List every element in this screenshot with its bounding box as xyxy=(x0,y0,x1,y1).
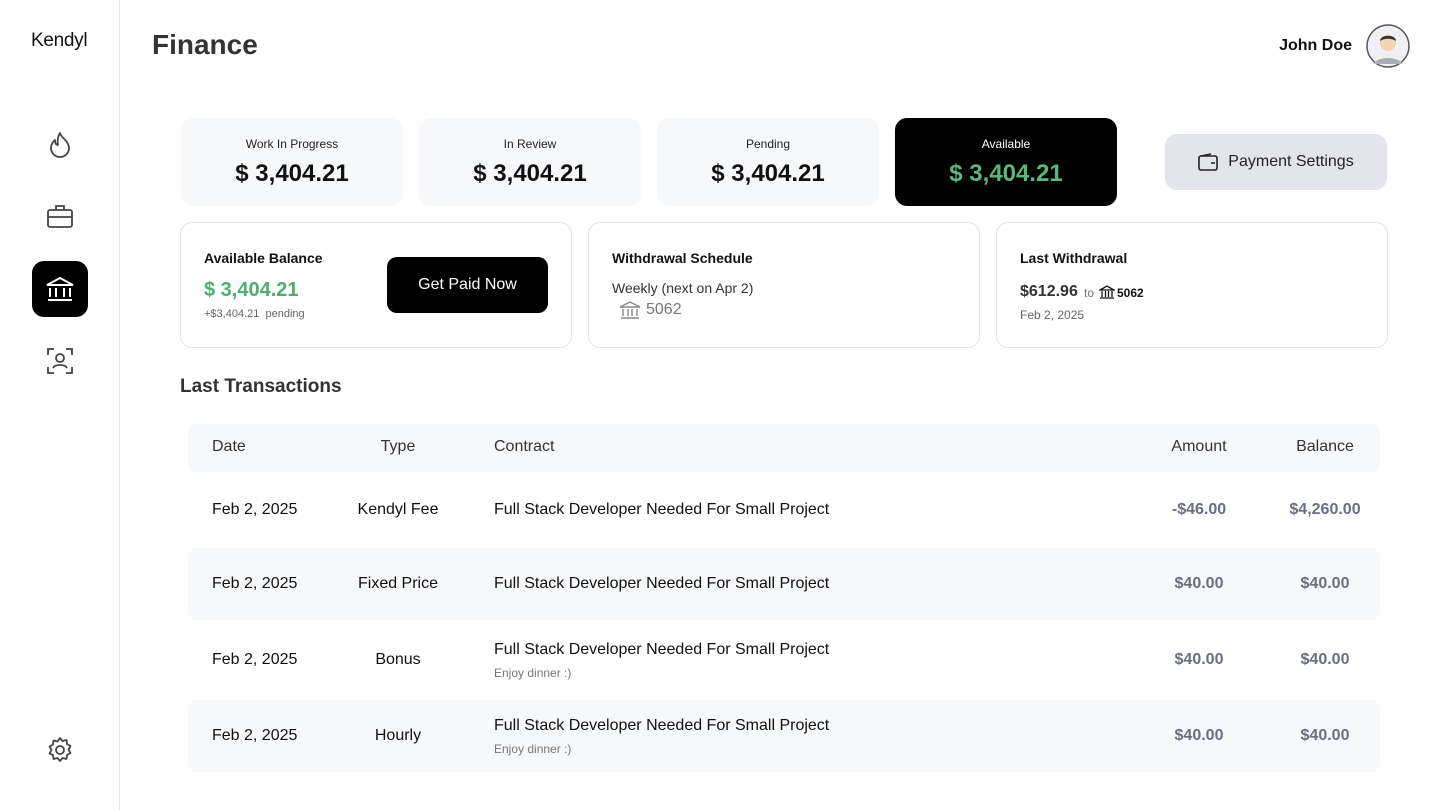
balance-card: Available Balance $ 3,404.21 +$3,404.21 … xyxy=(180,222,572,348)
withdrawal-amount: $612.96 xyxy=(1020,283,1078,300)
bank-icon xyxy=(1099,285,1115,299)
contract-cell: Full Stack Developer Needed For Small Pr… xyxy=(494,501,830,518)
stat-card: Available $ 3,404.21 xyxy=(895,118,1117,206)
column-header: Date xyxy=(212,438,246,455)
nav-item[interactable] xyxy=(32,333,88,389)
icon xyxy=(48,737,72,762)
icon xyxy=(47,348,73,374)
stat-value: $ 3,404.21 xyxy=(711,160,825,187)
balance-cell: $40.00 xyxy=(1300,651,1350,668)
icon xyxy=(1198,153,1219,171)
contract-cell: Full Stack Developer Needed For Small Pr… xyxy=(494,641,830,658)
payment-settings-button[interactable]: Payment Settings xyxy=(1165,134,1387,190)
date-cell: Feb 2, 2025 xyxy=(212,727,298,744)
card-title: Withdrawal Schedule xyxy=(612,250,753,266)
contract-note: Enjoy dinner :) xyxy=(494,666,572,680)
section-title: Last Transactions xyxy=(180,376,342,397)
account-number: 5062 xyxy=(1117,286,1144,300)
nav-item[interactable] xyxy=(32,261,88,317)
type-cell: Hourly xyxy=(374,727,422,744)
amount-cell: -$46.00 xyxy=(1171,501,1227,518)
withdrawal-date: Feb 2, 2025 xyxy=(1020,308,1085,322)
get-paid-button[interactable]: Get Paid Now xyxy=(387,257,548,313)
date-cell: Feb 2, 2025 xyxy=(212,575,298,592)
stat-label: Available xyxy=(981,137,1031,151)
stat-value: $ 3,404.21 xyxy=(949,160,1063,187)
amount-cell: $40.00 xyxy=(1174,727,1224,744)
nav-item[interactable] xyxy=(32,188,88,244)
avatar[interactable] xyxy=(1366,24,1410,68)
type-cell: Fixed Price xyxy=(357,575,439,592)
button-label: Payment Settings xyxy=(1228,153,1354,170)
balance-cell: $4,260.00 xyxy=(1289,501,1361,518)
table-header xyxy=(188,424,1380,472)
stat-card: Work In Progress $ 3,404.21 xyxy=(181,118,403,206)
contract-cell: Full Stack Developer Needed For Small Pr… xyxy=(494,575,830,592)
contract-cell: Full Stack Developer Needed For Small Pr… xyxy=(494,717,830,734)
card-title: Available Balance xyxy=(204,250,323,266)
amount-cell: $40.00 xyxy=(1174,651,1224,668)
to-text: to xyxy=(1084,286,1095,300)
account-number: 5062 xyxy=(646,301,682,318)
schedule-card: Withdrawal Schedule Weekly (next on Apr … xyxy=(588,222,980,348)
stat-value: $ 3,404.21 xyxy=(235,160,349,187)
stat-label: In Review xyxy=(503,137,557,151)
balance-cell: $40.00 xyxy=(1300,575,1350,592)
bank-icon xyxy=(619,301,641,319)
schedule-text: Weekly (next on Apr 2) xyxy=(612,280,754,296)
type-cell: Kendyl Fee xyxy=(357,501,439,518)
balance-cell: $40.00 xyxy=(1300,727,1350,744)
card-title: Last Withdrawal xyxy=(1020,250,1128,266)
table-row xyxy=(188,472,1380,548)
stat-card: Pending $ 3,404.21 xyxy=(657,118,879,206)
balance-amount: $ 3,404.21 xyxy=(204,279,299,301)
icon xyxy=(47,205,73,228)
icon xyxy=(50,132,70,158)
stat-label: Pending xyxy=(745,137,791,151)
table-row xyxy=(188,548,1380,620)
date-cell: Feb 2, 2025 xyxy=(212,651,298,668)
table-row xyxy=(188,624,1380,696)
icon xyxy=(46,276,74,301)
page-title: Finance xyxy=(152,29,258,60)
stat-card: In Review $ 3,404.21 xyxy=(419,118,641,206)
pending-text: +$3,404.21 pending xyxy=(204,308,305,320)
nav-item[interactable] xyxy=(32,117,88,173)
table-row xyxy=(188,700,1380,772)
amount-cell: $40.00 xyxy=(1174,575,1224,592)
stat-label: Work In Progress xyxy=(245,137,339,151)
brand[interactable]: Kendyl xyxy=(31,30,88,51)
withdrawal-card: Last Withdrawal $612.96 to 5062 Feb 2, 2… xyxy=(996,222,1388,348)
column-header: Balance xyxy=(1296,438,1354,455)
date-cell: Feb 2, 2025 xyxy=(212,501,298,518)
contract-note: Enjoy dinner :) xyxy=(494,742,572,756)
stat-value: $ 3,404.21 xyxy=(473,160,587,187)
sidebar: Kendyl xyxy=(0,0,120,810)
type-cell: Bonus xyxy=(375,651,421,668)
settings[interactable] xyxy=(32,722,88,778)
user-name[interactable]: John Doe xyxy=(1279,37,1352,54)
column-header: Type xyxy=(380,438,416,455)
column-header: Contract xyxy=(494,438,555,455)
column-header: Amount xyxy=(1171,438,1227,455)
